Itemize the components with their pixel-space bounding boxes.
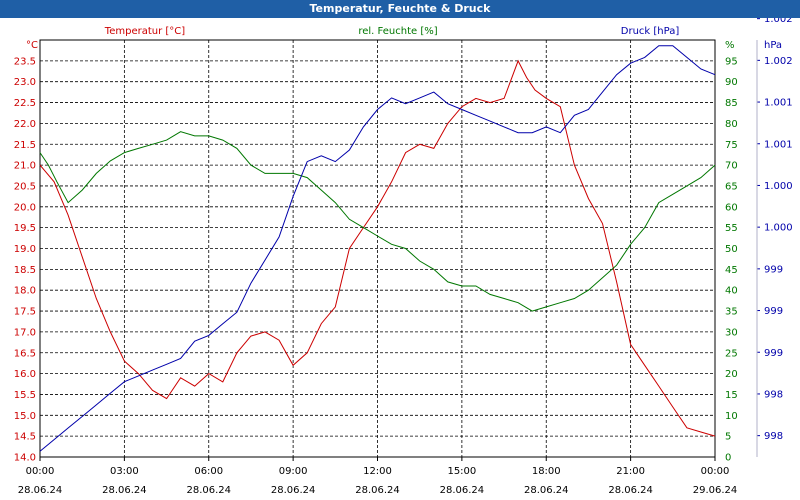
temperature-tick-label: 15.5 xyxy=(14,390,36,401)
humidity-series xyxy=(39,131,716,312)
humidity-tick-label: 30 xyxy=(725,327,738,338)
time-tick-label: 00:00 xyxy=(26,466,55,477)
date-tick-label: 29.06.24 xyxy=(693,485,738,496)
pressure-tick-label: 1.001 xyxy=(764,139,793,150)
temperature-tick-label: 15.0 xyxy=(14,411,36,422)
date-tick-label: 28.06.24 xyxy=(271,485,316,496)
date-tick-label: 28.06.24 xyxy=(440,485,485,496)
pressure-tick-label: 1.002 xyxy=(764,18,793,25)
date-tick-label: 28.06.24 xyxy=(355,485,400,496)
date-tick-label: 28.06.24 xyxy=(608,485,653,496)
temperature-axis-ticks: 14.0 14.5 15.0 15.5 16.0 16.5 17.0 17.5 18.0 18.5… xyxy=(14,56,36,463)
temperature-tick-label: 20.5 xyxy=(14,181,36,192)
humidity-tick-label: 85 xyxy=(725,98,738,109)
pressure-tick-label: 999 xyxy=(764,348,783,359)
pressure-tick-label: 1.001 xyxy=(764,98,793,109)
humidity-tick-label: 5 xyxy=(725,432,731,443)
humidity-tick-label: 70 xyxy=(725,161,738,172)
humidity-tick-label: 50 xyxy=(725,244,738,255)
humidity-tick-label: 95 xyxy=(725,56,738,67)
pressure-axis-ticks: 998 998 999 999 999 1.000 1.000 1.001 1.001 1.002… xyxy=(757,18,793,442)
temperature-tick-label: 20.0 xyxy=(14,202,36,213)
time-tick-label: 06:00 xyxy=(194,466,223,477)
time-tick-label: 03:00 xyxy=(110,466,139,477)
time-tick-label: 12:00 xyxy=(363,466,392,477)
humidity-tick-label: 80 xyxy=(725,119,738,130)
temperature-tick-label: 22.0 xyxy=(14,119,36,130)
time-tick-label: 21:00 xyxy=(616,466,645,477)
pressure-series xyxy=(39,45,716,452)
humidity-tick-label: 10 xyxy=(725,411,738,422)
temperature-tick-label: 14.0 xyxy=(14,453,36,464)
humidity-unit-label: % xyxy=(725,40,735,51)
temperature-series-label: Temperatur [°C] xyxy=(104,26,185,37)
humidity-series-label: rel. Feuchte [%] xyxy=(358,26,437,37)
date-tick-label: 28.06.24 xyxy=(524,485,569,496)
temperature-tick-label: 21.0 xyxy=(14,161,36,172)
temperature-tick-label: 23.0 xyxy=(14,77,36,88)
date-tick-label: 28.06.24 xyxy=(102,485,147,496)
window-title: Temperatur, Feuchte & Druck xyxy=(0,0,800,18)
humidity-tick-label: 65 xyxy=(725,181,738,192)
grid xyxy=(40,40,715,457)
humidity-tick-label: 55 xyxy=(725,223,738,234)
humidity-tick-label: 45 xyxy=(725,265,738,276)
temperature-tick-label: 17.0 xyxy=(14,327,36,338)
temperature-unit-label: °C xyxy=(26,40,38,51)
humidity-axis-ticks: 0 5 10 15 20 25 30 35 40 45 50 55 60 65 70 75 80 85 90 95 xyxy=(725,56,738,463)
temperature-tick-label: 14.5 xyxy=(14,432,36,443)
pressure-tick-label: 998 xyxy=(764,389,783,400)
pressure-tick-label: 998 xyxy=(764,431,783,442)
temperature-tick-label: 19.5 xyxy=(14,223,36,234)
pressure-tick-label: 999 xyxy=(764,306,783,317)
humidity-tick-label: 15 xyxy=(725,390,738,401)
temperature-tick-label: 16.5 xyxy=(14,348,36,359)
temperature-tick-label: 22.5 xyxy=(14,98,36,109)
pressure-tick-label: 1.002 xyxy=(764,56,793,67)
temperature-tick-label: 18.0 xyxy=(14,286,36,297)
date-tick-label: 28.06.24 xyxy=(186,485,231,496)
time-axis-ticks: 00:00 28.06.24 03:00 28.06.24 06:00 28.06.24 0… xyxy=(18,457,738,496)
time-tick-label: 15:00 xyxy=(447,466,476,477)
time-tick-label: 00:00 xyxy=(701,466,730,477)
pressure-series-label: Druck [hPa] xyxy=(621,26,680,37)
humidity-tick-label: 75 xyxy=(725,140,738,151)
pressure-tick-label: 999 xyxy=(764,264,783,275)
date-tick-label: 28.06.24 xyxy=(18,485,63,496)
humidity-tick-label: 0 xyxy=(725,453,731,464)
chart: °C Temperatur [°C] rel. Feuchte [%] Druc… xyxy=(14,18,793,496)
pressure-tick-label: 1.000 xyxy=(764,223,793,234)
temperature-tick-label: 21.5 xyxy=(14,140,36,151)
humidity-tick-label: 25 xyxy=(725,348,738,359)
humidity-tick-label: 20 xyxy=(725,369,738,380)
humidity-tick-label: 60 xyxy=(725,202,738,213)
temperature-tick-label: 16.0 xyxy=(14,369,36,380)
temperature-tick-label: 17.5 xyxy=(14,307,36,318)
humidity-line xyxy=(39,131,716,312)
temperature-tick-label: 23.5 xyxy=(14,56,36,67)
temperature-tick-label: 18.5 xyxy=(14,265,36,276)
time-tick-label: 18:00 xyxy=(532,466,561,477)
time-tick-label: 09:00 xyxy=(279,466,308,477)
humidity-tick-label: 35 xyxy=(725,307,738,318)
humidity-tick-label: 40 xyxy=(725,286,738,297)
temperature-tick-label: 19.0 xyxy=(14,244,36,255)
temperature-series xyxy=(39,59,716,437)
pressure-tick-label: 1.000 xyxy=(764,181,793,192)
pressure-unit-label: hPa xyxy=(764,40,782,51)
pressure-line xyxy=(39,45,716,452)
humidity-tick-label: 90 xyxy=(725,77,738,88)
temperature-line xyxy=(39,59,716,437)
